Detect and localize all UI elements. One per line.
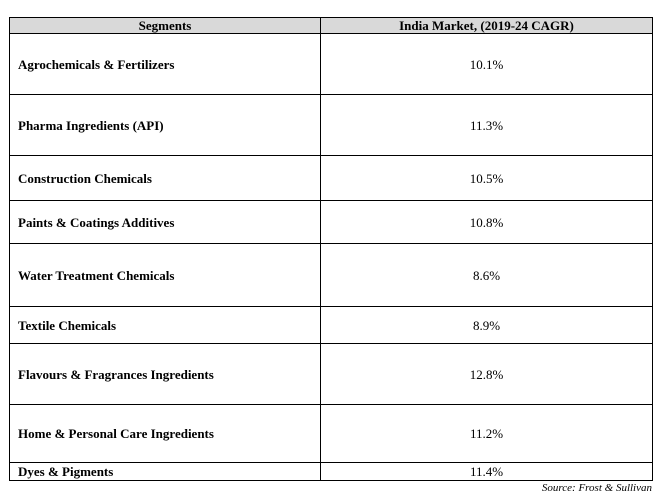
table-row: Agrochemicals & Fertilizers 10.1%: [9, 33, 653, 95]
cagr-value: 12.8%: [320, 343, 653, 405]
table-row: Flavours & Fragrances Ingredients 12.8%: [9, 343, 653, 405]
table-row: Dyes & Pigments 11.4%: [9, 462, 653, 481]
column-header-cagr: India Market, (2019-24 CAGR): [320, 17, 653, 34]
segment-name: Water Treatment Chemicals: [9, 243, 321, 307]
segment-name: Agrochemicals & Fertilizers: [9, 33, 321, 95]
segment-name: Home & Personal Care Ingredients: [9, 404, 321, 463]
table-row: Construction Chemicals 10.5%: [9, 155, 653, 201]
cagr-value: 8.6%: [320, 243, 653, 307]
segment-name: Pharma Ingredients (API): [9, 94, 321, 156]
table-row: Water Treatment Chemicals 8.6%: [9, 243, 653, 307]
segment-name: Textile Chemicals: [9, 306, 321, 344]
cagr-value: 11.4%: [320, 462, 653, 481]
table-row: Textile Chemicals 8.9%: [9, 306, 653, 344]
column-header-segments: Segments: [9, 17, 321, 34]
cagr-value: 10.5%: [320, 155, 653, 201]
cagr-value: 8.9%: [320, 306, 653, 344]
table-row: Home & Personal Care Ingredients 11.2%: [9, 404, 653, 463]
segment-name: Paints & Coatings Additives: [9, 200, 321, 244]
cagr-value: 11.2%: [320, 404, 653, 463]
cagr-value: 10.1%: [320, 33, 653, 95]
table-row: Pharma Ingredients (API) 11.3%: [9, 94, 653, 156]
cagr-value: 11.3%: [320, 94, 653, 156]
table-header-row: Segments India Market, (2019-24 CAGR): [9, 17, 653, 34]
segment-name: Flavours & Fragrances Ingredients: [9, 343, 321, 405]
cagr-table: Segments India Market, (2019-24 CAGR) Ag…: [9, 17, 653, 481]
segment-name: Construction Chemicals: [9, 155, 321, 201]
cagr-value: 10.8%: [320, 200, 653, 244]
table-row: Paints & Coatings Additives 10.8%: [9, 200, 653, 244]
segment-name: Dyes & Pigments: [9, 462, 321, 481]
source-note: Source: Frost & Sullivan: [541, 482, 652, 494]
